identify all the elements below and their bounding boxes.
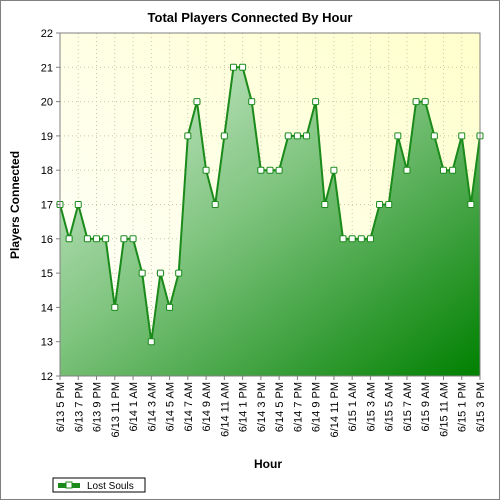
data-point	[275, 166, 283, 174]
data-point	[348, 235, 356, 243]
x-tick-label: 6/14 7 AM	[183, 382, 195, 432]
x-tick-label: 6/15 5 AM	[384, 382, 396, 432]
data-point	[376, 201, 384, 208]
y-axis-ticks: 12 13 14 15 16 17 18 19 20 21 22	[41, 28, 60, 383]
data-point	[229, 63, 237, 71]
x-tick-label: 6/14 11 AM	[219, 382, 231, 437]
x-tick-label: 6/13 9 PM	[92, 382, 104, 432]
y-tick-label: 21	[41, 62, 53, 74]
legend-label-lost-souls: Lost Souls	[87, 481, 134, 492]
legend-marker-lost-souls	[65, 481, 73, 489]
data-point	[129, 235, 137, 243]
data-point	[248, 98, 256, 106]
x-tick-label: 6/15 3 PM	[475, 382, 487, 432]
data-point	[412, 98, 420, 106]
data-point	[293, 132, 301, 140]
x-tick-label: 6/14 5 PM	[274, 382, 286, 432]
x-tick-label: 6/14 3 AM	[146, 382, 158, 432]
x-tick-label: 6/14 1 AM	[128, 382, 140, 432]
x-tick-label: 6/14 1 PM	[238, 382, 250, 432]
data-point	[439, 166, 447, 174]
data-point	[102, 235, 110, 243]
data-point	[93, 235, 101, 243]
y-tick-label: 16	[41, 234, 53, 246]
data-point	[312, 98, 320, 106]
x-tick-label: 6/14 5 AM	[165, 382, 177, 432]
data-point	[421, 98, 429, 106]
data-point	[430, 132, 438, 140]
y-tick-label: 15	[41, 268, 53, 280]
data-point	[111, 303, 119, 311]
x-tick-label: 6/14 3 PM	[256, 382, 268, 432]
x-axis-ticks: 6/13 5 PM 6/13 7 PM 6/13 9 PM 6/13 11 PM 6/1…	[55, 376, 487, 437]
data-point	[83, 235, 91, 243]
x-tick-label: 6/13 11 PM	[110, 382, 122, 437]
data-point	[257, 166, 265, 174]
data-point	[239, 63, 247, 71]
data-point	[175, 269, 183, 277]
x-tick-label: 6/14 11 PM	[329, 382, 341, 437]
x-tick-label: 6/15 7 AM	[402, 382, 414, 432]
data-point	[394, 132, 402, 140]
x-axis-label: Hour	[254, 457, 282, 471]
data-point	[458, 132, 466, 140]
data-point	[449, 166, 457, 174]
data-point	[467, 201, 475, 208]
data-point	[138, 269, 146, 277]
x-tick-label: 6/15 11 AM	[438, 382, 450, 437]
data-point	[202, 166, 210, 174]
data-point	[357, 235, 365, 243]
legend: Lost Souls	[52, 477, 146, 493]
x-tick-label: 6/13 7 PM	[73, 382, 85, 432]
series-area-lost-souls	[60, 67, 480, 377]
y-tick-label: 20	[41, 97, 53, 109]
data-point	[284, 132, 292, 140]
y-tick-label: 13	[41, 337, 53, 349]
data-point	[220, 132, 228, 140]
legend-box	[52, 477, 146, 493]
x-tick-label: 6/15 3 AM	[365, 382, 377, 432]
data-point	[120, 235, 128, 243]
data-point	[303, 132, 311, 140]
data-point	[147, 338, 155, 346]
x-tick-label: 6/14 7 PM	[292, 382, 304, 432]
x-tick-label: 6/15 9 AM	[420, 382, 432, 432]
data-point	[166, 303, 174, 311]
data-point	[321, 201, 329, 208]
y-tick-label: 22	[41, 28, 53, 40]
data-point	[211, 201, 219, 208]
data-point	[266, 166, 274, 174]
data-point	[65, 235, 73, 243]
x-tick-label: 6/14 9 PM	[311, 382, 323, 432]
data-point	[403, 166, 411, 174]
y-tick-label: 12	[41, 371, 53, 383]
y-tick-label: 19	[41, 131, 53, 143]
x-tick-label: 6/15 1 PM	[457, 382, 469, 432]
data-point	[339, 235, 347, 243]
chart-title: Total Players Connected By Hour	[148, 10, 353, 25]
data-point	[156, 269, 164, 277]
y-tick-label: 17	[41, 200, 53, 212]
data-point	[385, 201, 393, 208]
data-point	[74, 201, 82, 208]
data-point	[366, 235, 374, 243]
y-axis-label: Players Connected	[8, 151, 22, 259]
data-point	[184, 132, 192, 140]
x-tick-label: 6/15 1 AM	[347, 382, 359, 432]
data-point	[330, 166, 338, 174]
x-tick-label: 6/14 9 AM	[201, 382, 213, 432]
y-tick-label: 18	[41, 165, 53, 177]
data-points	[56, 63, 484, 346]
x-tick-label: 6/13 5 PM	[55, 382, 67, 432]
y-tick-label: 14	[41, 302, 53, 314]
data-point	[193, 98, 201, 106]
